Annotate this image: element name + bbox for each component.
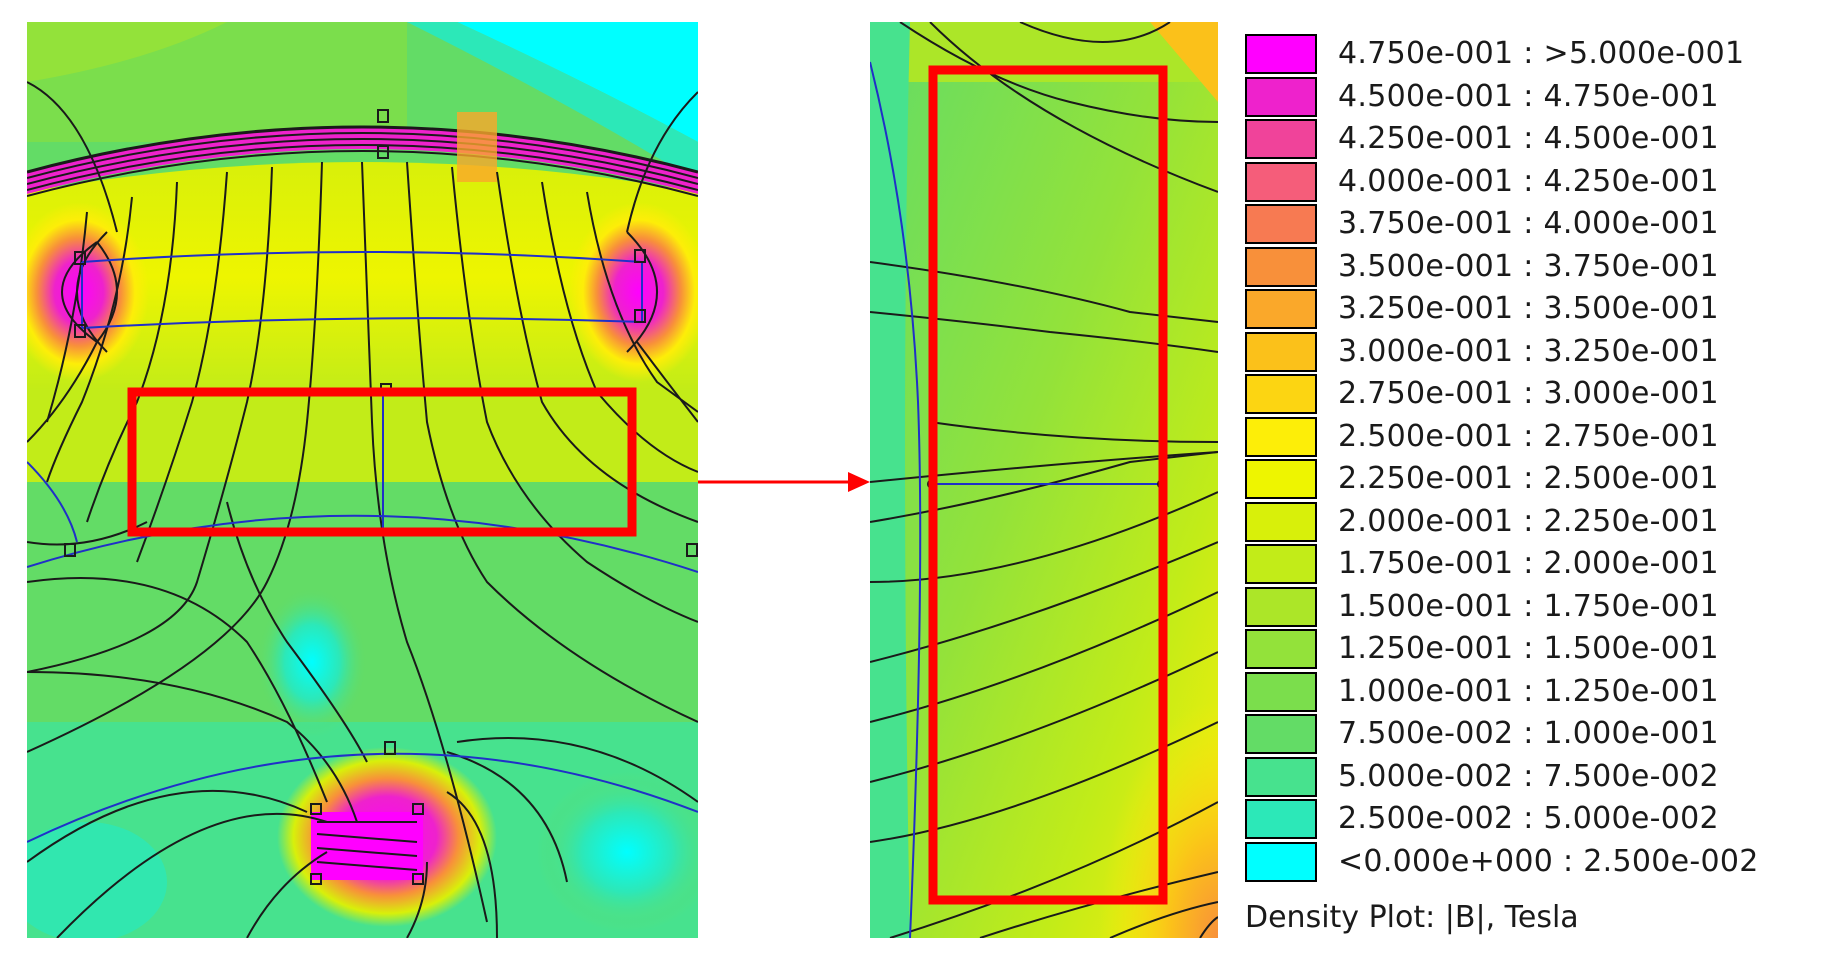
legend-swatch bbox=[1245, 416, 1317, 457]
legend-label: 1.500e-001 : 1.750e-001 bbox=[1338, 588, 1719, 624]
legend-swatch bbox=[1245, 714, 1317, 754]
legend-item: 3.750e-001 : 4.000e-001 bbox=[1245, 204, 1835, 247]
legend-label: 3.250e-001 : 3.500e-001 bbox=[1338, 291, 1719, 326]
legend-label: 2.500e-002 : 5.000e-002 bbox=[1338, 801, 1719, 836]
legend-label: 3.750e-001 : 4.000e-001 bbox=[1338, 206, 1719, 241]
legend: 4.750e-001 : >5.000e-001 4.500e-001 : 4.7… bbox=[1245, 34, 1835, 964]
legend-label: 2.000e-001 : 2.250e-001 bbox=[1338, 503, 1719, 539]
legend-label: 4.750e-001 : >5.000e-001 bbox=[1338, 36, 1745, 71]
legend-label: 1.000e-001 : 1.250e-001 bbox=[1338, 673, 1719, 709]
full-density-plot-svg bbox=[27, 22, 698, 938]
legend-swatch bbox=[1245, 799, 1317, 839]
legend-label: 2.750e-001 : 3.000e-001 bbox=[1338, 376, 1719, 411]
legend-label: 2.250e-001 : 2.500e-001 bbox=[1338, 461, 1719, 496]
legend-swatch bbox=[1245, 841, 1317, 882]
legend-label: 4.500e-001 : 4.750e-001 bbox=[1338, 78, 1719, 114]
zoomed-density-plot-svg bbox=[870, 22, 1218, 938]
legend-label: 3.000e-001 : 3.250e-001 bbox=[1338, 333, 1719, 369]
legend-item: 2.750e-001 : 3.000e-001 bbox=[1245, 374, 1835, 417]
legend-item: 2.250e-001 : 2.500e-001 bbox=[1245, 459, 1835, 502]
legend-item: 3.000e-001 : 3.250e-001 bbox=[1245, 331, 1835, 375]
zoomed-density-plot bbox=[870, 22, 1218, 938]
legend-swatch bbox=[1245, 204, 1317, 244]
legend-swatch bbox=[1245, 119, 1317, 159]
zoom-arrow bbox=[698, 472, 870, 492]
legend-label: 3.500e-001 : 3.750e-001 bbox=[1338, 248, 1719, 284]
legend-item: 3.250e-001 : 3.500e-001 bbox=[1245, 289, 1835, 332]
legend-item: 4.500e-001 : 4.750e-001 bbox=[1245, 76, 1835, 120]
legend-item: 2.000e-001 : 2.250e-001 bbox=[1245, 501, 1835, 545]
legend-item: 1.500e-001 : 1.750e-001 bbox=[1245, 586, 1835, 630]
legend-label: 4.000e-001 : 4.250e-001 bbox=[1338, 163, 1719, 199]
highlight-rectangle bbox=[127, 387, 637, 537]
legend-swatch bbox=[1245, 331, 1317, 372]
legend-swatch bbox=[1245, 459, 1317, 499]
legend-label: 4.250e-001 : 4.500e-001 bbox=[1338, 121, 1719, 156]
legend-item: 3.500e-001 : 3.750e-001 bbox=[1245, 246, 1835, 290]
legend-swatch bbox=[1245, 501, 1317, 542]
legend-label: 7.500e-002 : 1.000e-001 bbox=[1338, 716, 1719, 751]
legend-item: 1.000e-001 : 1.250e-001 bbox=[1245, 671, 1835, 715]
zoom-highlight-rectangle bbox=[928, 65, 1168, 905]
legend-title: Density Plot: |B|, Tesla bbox=[1245, 900, 1579, 935]
legend-swatch bbox=[1245, 629, 1317, 669]
legend-swatch bbox=[1245, 161, 1317, 202]
legend-swatch bbox=[1245, 246, 1317, 287]
legend-swatch bbox=[1245, 671, 1317, 712]
legend-item: 1.250e-001 : 1.500e-001 bbox=[1245, 629, 1835, 672]
legend-swatch bbox=[1245, 76, 1317, 117]
full-density-plot bbox=[27, 22, 698, 938]
legend-label: <0.000e+000 : 2.500e-002 bbox=[1338, 843, 1759, 879]
legend-swatch bbox=[1245, 544, 1317, 584]
legend-item: 5.000e-002 : 7.500e-002 bbox=[1245, 756, 1835, 800]
legend-item: <0.000e+000 : 2.500e-002 bbox=[1245, 841, 1835, 885]
legend-item: 4.000e-001 : 4.250e-001 bbox=[1245, 161, 1835, 205]
legend-item: 1.750e-001 : 2.000e-001 bbox=[1245, 544, 1835, 587]
legend-label: 5.000e-002 : 7.500e-002 bbox=[1338, 758, 1719, 794]
legend-swatch bbox=[1245, 34, 1317, 74]
legend-label: 2.500e-001 : 2.750e-001 bbox=[1338, 418, 1719, 454]
legend-item: 2.500e-002 : 5.000e-002 bbox=[1245, 799, 1835, 842]
legend-item: 4.250e-001 : 4.500e-001 bbox=[1245, 119, 1835, 162]
legend-item: 2.500e-001 : 2.750e-001 bbox=[1245, 416, 1835, 460]
legend-label: 1.750e-001 : 2.000e-001 bbox=[1338, 546, 1719, 581]
legend-swatch bbox=[1245, 756, 1317, 797]
legend-item: 7.500e-002 : 1.000e-001 bbox=[1245, 714, 1835, 757]
legend-item: 4.750e-001 : >5.000e-001 bbox=[1245, 34, 1835, 77]
legend-swatch bbox=[1245, 289, 1317, 329]
legend-swatch bbox=[1245, 374, 1317, 414]
legend-label: 1.250e-001 : 1.500e-001 bbox=[1338, 631, 1719, 666]
legend-swatch bbox=[1245, 586, 1317, 627]
